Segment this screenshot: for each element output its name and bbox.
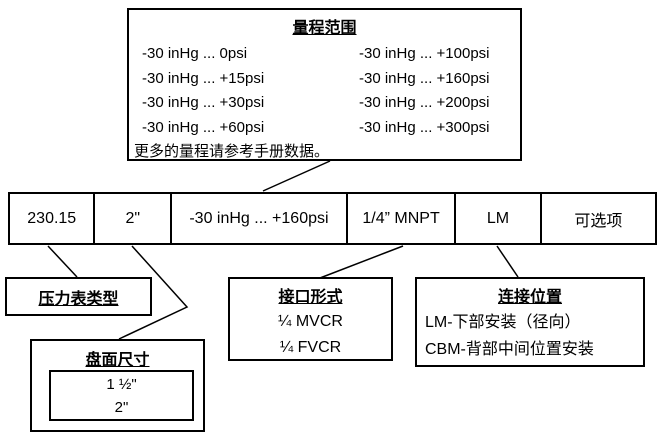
range-row: -30 inHg ... 0psi -30 inHg ... +100psi xyxy=(142,42,520,67)
range-item: -30 inHg ... +160psi xyxy=(359,69,490,87)
range-list: -30 inHg ... 0psi -30 inHg ... +100psi -… xyxy=(129,42,520,140)
order-cell-location: LM xyxy=(454,194,539,243)
dial-size-box: 盘面尺寸 1 ½" 2" xyxy=(30,339,205,432)
order-cell-options: 可选项 xyxy=(539,194,655,243)
connection-location-options: LM-下部安装（径向） CBM-背部中间位置安装 xyxy=(417,309,643,363)
order-code-row: 230.15 2" -30 inHg ... +160psi 1/4” MNPT… xyxy=(8,192,657,245)
order-cell-range: -30 inHg ... +160psi xyxy=(170,194,346,243)
range-note: 更多的量程请参考手册数据。 xyxy=(134,143,330,160)
connection-location-option: LM-下部安装（径向） xyxy=(425,314,581,331)
dial-size-options-box: 1 ½" 2" xyxy=(49,370,194,421)
dial-size-title: 盘面尺寸 xyxy=(85,352,150,369)
range-item: -30 inHg ... +60psi xyxy=(142,118,265,136)
range-box: 量程范围 -30 inHg ... 0psi -30 inHg ... +100… xyxy=(127,8,522,161)
connector-row-to-port-type xyxy=(319,245,404,279)
range-row: -30 inHg ... +15psi -30 inHg ... +160psi xyxy=(142,67,520,92)
port-type-option: ¼ MVCR xyxy=(278,313,343,330)
range-item: -30 inHg ... +300psi xyxy=(359,118,490,136)
connection-location-title: 连接位置 xyxy=(497,289,562,306)
range-item: -30 inHg ... +30psi xyxy=(142,94,265,111)
port-type-title: 接口形式 xyxy=(278,289,343,306)
connector-row-to-location xyxy=(496,245,519,278)
port-type-option: ¼ FVCR xyxy=(279,339,342,356)
dial-size-option: 1 ½" xyxy=(106,375,137,393)
gauge-type-box: 压力表类型 xyxy=(5,277,152,316)
gauge-type-title: 压力表类型 xyxy=(38,290,119,308)
port-type-options: ¼ MVCR ¼ FVCR xyxy=(230,309,391,361)
connection-location-option: CBM-背部中间位置安装 xyxy=(425,341,594,358)
connector-row-to-gauge-type xyxy=(47,245,78,278)
range-item: -30 inHg ... +200psi xyxy=(359,94,490,111)
order-cell-port: 1/4” MNPT xyxy=(345,194,454,243)
range-row: -30 inHg ... +30psi -30 inHg ... +200psi xyxy=(142,91,520,116)
range-row: -30 inHg ... +60psi -30 inHg ... +300psi xyxy=(142,116,520,141)
order-cell-gauge-model: 230.15 xyxy=(27,209,77,227)
connection-location-box: 连接位置 LM-下部安装（径向） CBM-背部中间位置安装 xyxy=(415,277,645,367)
port-type-box: 接口形式 ¼ MVCR ¼ FVCR xyxy=(228,277,393,361)
dial-size-option: 2" xyxy=(114,398,129,416)
range-item: -30 inHg ... +100psi xyxy=(359,45,490,62)
connector-range-to-row xyxy=(262,160,331,192)
range-item: -30 inHg ... +15psi xyxy=(142,69,265,87)
order-cell-dial-size: 2" xyxy=(93,194,170,243)
range-box-title: 量程范围 xyxy=(292,20,357,37)
range-item: -30 inHg ... 0psi xyxy=(142,45,248,62)
